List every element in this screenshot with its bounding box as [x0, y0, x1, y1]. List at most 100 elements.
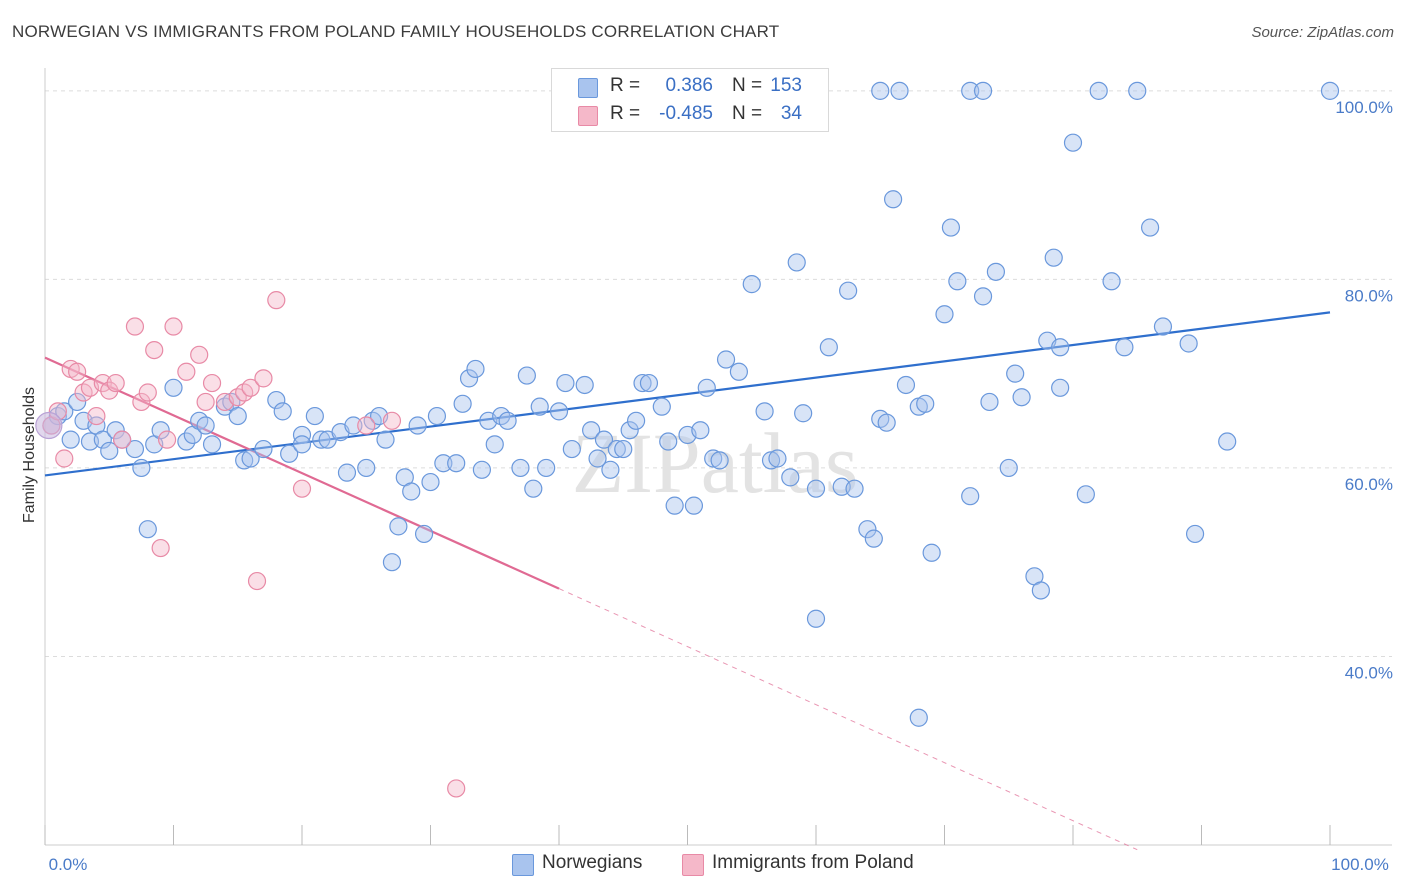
data-point	[196, 416, 215, 435]
data-point	[704, 449, 723, 468]
data-point	[280, 444, 299, 463]
data-point	[267, 390, 286, 410]
data-point	[292, 479, 312, 498]
data-point	[402, 482, 421, 501]
data-point	[633, 373, 652, 393]
data-point	[781, 468, 800, 487]
data-point	[537, 458, 556, 478]
data-point	[922, 543, 941, 562]
y-tick-label: 80.0%	[1345, 286, 1393, 305]
data-point	[138, 520, 157, 539]
data-point	[1128, 81, 1147, 100]
data-point	[999, 458, 1018, 478]
legend-r-value: -0.485	[659, 103, 713, 124]
trend-line-poland	[44, 356, 560, 590]
data-point	[459, 369, 479, 388]
data-point	[267, 291, 286, 310]
series-legend: Norwegians Immigrants from Poland	[0, 852, 1406, 878]
data-point	[961, 81, 980, 100]
data-point	[858, 520, 877, 539]
axes	[44, 68, 1392, 846]
data-point	[1102, 272, 1121, 291]
data-point	[511, 458, 530, 478]
data-point	[254, 369, 273, 388]
data-point	[980, 392, 999, 412]
data-point	[106, 373, 125, 393]
data-point	[434, 454, 453, 473]
data-point	[498, 411, 517, 430]
data-point	[691, 421, 710, 440]
data-point	[652, 397, 671, 416]
data-point	[839, 281, 858, 300]
data-point	[247, 571, 267, 591]
data-point	[742, 275, 761, 294]
data-point	[312, 430, 331, 449]
data-point	[575, 375, 594, 395]
data-point	[1185, 524, 1205, 544]
data-point	[100, 381, 119, 400]
y-tick-label: 100.0%	[1335, 98, 1393, 117]
data-point	[453, 394, 472, 413]
data-point	[447, 454, 466, 473]
data-point	[871, 81, 890, 100]
data-point	[1051, 338, 1070, 357]
data-point	[1115, 338, 1134, 357]
data-point	[157, 430, 177, 449]
data-point	[427, 406, 447, 426]
data-point	[1063, 133, 1083, 152]
data-point	[1153, 317, 1173, 336]
data-point	[755, 402, 774, 421]
data-point	[877, 413, 896, 432]
data-point	[337, 463, 357, 482]
data-point	[697, 378, 716, 397]
data-point	[202, 435, 222, 454]
data-point	[787, 253, 806, 272]
data-point	[594, 430, 614, 449]
data-point	[716, 350, 736, 369]
data-point	[896, 375, 916, 395]
chart-title: NORWEGIAN VS IMMIGRANTS FROM POLAND FAMI…	[12, 22, 780, 41]
data-point	[472, 460, 491, 479]
data-point	[125, 317, 145, 336]
data-point	[1089, 81, 1108, 100]
data-point	[112, 430, 132, 449]
data-point	[202, 373, 222, 393]
data-point	[414, 524, 434, 544]
data-point	[447, 779, 466, 798]
data-point	[68, 362, 87, 381]
trend-extension-poland	[558, 588, 1138, 851]
data-point	[421, 472, 440, 492]
data-point	[344, 416, 363, 435]
data-point	[935, 305, 954, 324]
data-point	[376, 430, 395, 449]
data-point	[151, 538, 170, 558]
data-point	[614, 439, 633, 459]
data-point	[35, 411, 63, 440]
data-point	[382, 411, 402, 430]
legend-row-poland: R = -0.485 N = 34	[552, 100, 828, 128]
data-point	[228, 406, 247, 426]
data-point	[292, 425, 312, 445]
data-point	[986, 262, 1006, 281]
data-point	[1076, 485, 1095, 504]
x-tick-label: 100.0%	[1331, 855, 1389, 874]
data-point	[620, 421, 639, 440]
legend-n-label: N =	[732, 103, 763, 124]
legend-row-norwegians: R = 0.386 N = 153	[552, 72, 828, 100]
data-point	[659, 432, 678, 451]
series-swatch-norwegians	[512, 854, 534, 876]
data-point	[145, 340, 164, 360]
data-point	[55, 449, 74, 468]
data-point	[68, 392, 87, 412]
data-point	[177, 432, 196, 451]
data-point	[357, 458, 376, 478]
grid-lines	[45, 90, 1392, 657]
data-point	[1320, 81, 1340, 100]
data-point	[916, 394, 935, 413]
legend-n-value: 153	[770, 75, 802, 96]
data-point	[819, 338, 838, 357]
data-point	[961, 487, 980, 506]
data-point	[408, 416, 427, 435]
data-point	[530, 397, 549, 416]
